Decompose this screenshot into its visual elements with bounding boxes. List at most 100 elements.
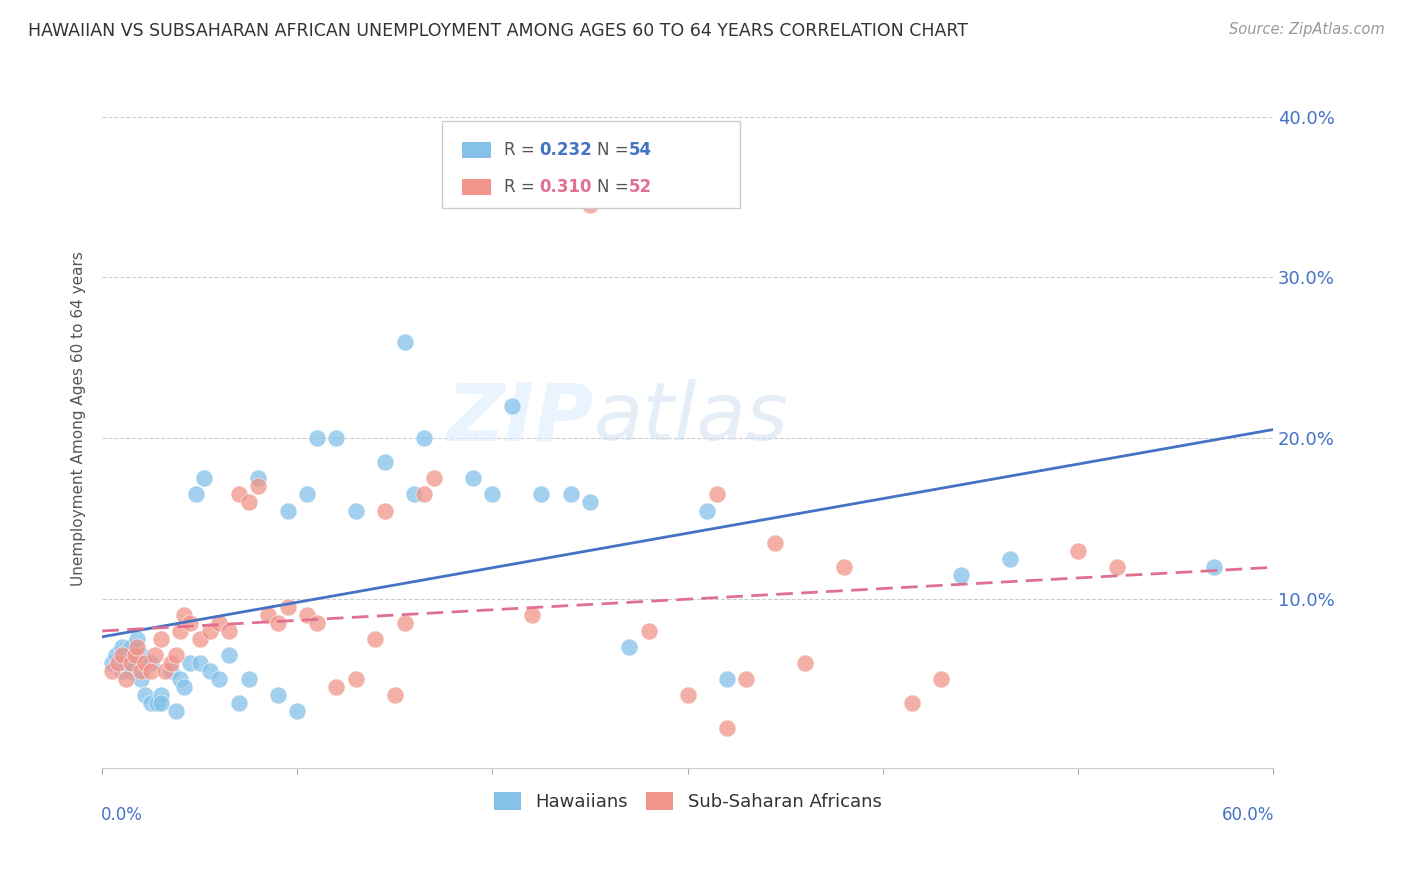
Point <box>121 657 143 671</box>
Point <box>218 648 240 663</box>
Point <box>295 487 318 501</box>
Point <box>481 487 503 501</box>
Point <box>929 673 952 687</box>
Point <box>111 640 134 655</box>
Point <box>1204 559 1226 574</box>
Point <box>344 503 367 517</box>
Point <box>374 503 396 517</box>
Point <box>560 487 582 501</box>
Point <box>247 471 270 485</box>
Point <box>101 657 124 671</box>
Point <box>165 705 187 719</box>
Point <box>111 648 134 663</box>
Point <box>325 431 347 445</box>
Point <box>146 697 169 711</box>
Point <box>247 479 270 493</box>
FancyBboxPatch shape <box>461 143 491 158</box>
Text: N =: N = <box>598 141 634 159</box>
Point <box>159 665 181 679</box>
Point <box>208 673 231 687</box>
Text: 0.232: 0.232 <box>538 141 592 159</box>
Point <box>129 665 152 679</box>
Point <box>198 624 221 638</box>
Point <box>404 487 426 501</box>
Point <box>374 455 396 469</box>
Point <box>149 697 172 711</box>
Point <box>127 632 149 647</box>
Point <box>706 487 728 501</box>
Point <box>143 648 166 663</box>
Point <box>159 657 181 671</box>
Point <box>121 665 143 679</box>
Text: 0.0%: 0.0% <box>101 806 143 824</box>
Point <box>344 673 367 687</box>
Text: R =: R = <box>503 178 540 196</box>
Point <box>305 615 328 630</box>
Point <box>579 495 602 509</box>
Point <box>228 697 250 711</box>
Point <box>949 567 972 582</box>
Point <box>1105 559 1128 574</box>
Point <box>129 648 152 663</box>
Point <box>179 657 201 671</box>
Text: Source: ZipAtlas.com: Source: ZipAtlas.com <box>1229 22 1385 37</box>
Point <box>384 689 406 703</box>
Point <box>114 673 136 687</box>
Legend: Hawaiians, Sub-Saharan Africans: Hawaiians, Sub-Saharan Africans <box>494 792 882 811</box>
Text: ZIP: ZIP <box>447 379 593 457</box>
Point <box>277 599 299 614</box>
Point <box>179 615 201 630</box>
Point <box>716 721 738 735</box>
Point <box>139 697 162 711</box>
Point <box>423 471 446 485</box>
Point <box>114 657 136 671</box>
Point <box>111 665 134 679</box>
Point <box>238 495 260 509</box>
Point <box>149 632 172 647</box>
Point <box>901 697 924 711</box>
Point <box>173 681 195 695</box>
Text: HAWAIIAN VS SUBSAHARAN AFRICAN UNEMPLOYMENT AMONG AGES 60 TO 64 YEARS CORRELATIO: HAWAIIAN VS SUBSAHARAN AFRICAN UNEMPLOYM… <box>28 22 969 40</box>
Point <box>139 665 162 679</box>
Point <box>228 487 250 501</box>
Point <box>173 607 195 622</box>
FancyBboxPatch shape <box>461 179 491 194</box>
Point <box>169 673 191 687</box>
Point <box>413 431 436 445</box>
Text: 0.310: 0.310 <box>538 178 592 196</box>
Point <box>461 471 484 485</box>
Point <box>134 689 156 703</box>
Point <box>1067 543 1090 558</box>
Point <box>520 607 543 622</box>
Point <box>364 632 387 647</box>
Point <box>413 487 436 501</box>
Point <box>134 657 156 671</box>
Point <box>127 640 149 655</box>
Point <box>104 648 127 663</box>
Point <box>394 615 416 630</box>
Point <box>735 673 758 687</box>
Point <box>121 640 143 655</box>
Point <box>188 657 211 671</box>
Text: 60.0%: 60.0% <box>1222 806 1274 824</box>
Point <box>716 673 738 687</box>
Text: 52: 52 <box>628 178 652 196</box>
Point <box>325 681 347 695</box>
Point <box>637 624 659 638</box>
Point <box>267 689 290 703</box>
Point <box>257 607 280 622</box>
Point <box>165 648 187 663</box>
Point <box>696 503 718 517</box>
Point <box>169 624 191 638</box>
Point <box>188 632 211 647</box>
Point <box>238 673 260 687</box>
Point <box>107 657 129 671</box>
FancyBboxPatch shape <box>441 121 741 209</box>
Point <box>530 487 553 501</box>
Point <box>676 689 699 703</box>
Point <box>208 615 231 630</box>
Point <box>617 640 640 655</box>
Point <box>124 648 146 663</box>
Point <box>579 198 602 212</box>
Point <box>305 431 328 445</box>
